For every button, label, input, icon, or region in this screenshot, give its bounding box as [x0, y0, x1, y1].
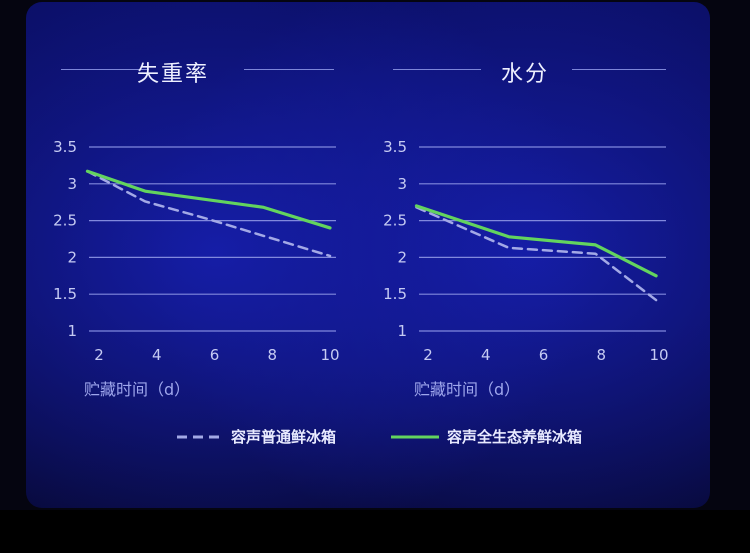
x-tick-label: 8 — [596, 346, 606, 364]
y-tick-label: 2 — [67, 248, 77, 266]
y-tick-label: 2 — [397, 248, 407, 266]
y-tick-label: 1 — [67, 322, 77, 340]
x-tick-label: 8 — [267, 346, 277, 364]
x-tick-label: 2 — [94, 346, 104, 364]
legend-item-eco: 容声全生态养鲜冰箱 — [391, 426, 582, 447]
legend-label-eco: 容声全生态养鲜冰箱 — [447, 428, 583, 446]
x-tick-label: 6 — [210, 346, 220, 364]
series-line-eco — [85, 169, 332, 230]
chart-title: 失重率 — [136, 62, 209, 87]
legend-label-standard: 容声普通鲜冰箱 — [231, 428, 337, 446]
x-axis-label: 贮藏时间（d） — [414, 380, 521, 399]
x-tick-label: 10 — [649, 346, 668, 364]
x-axis-label: 贮藏时间（d） — [84, 380, 191, 399]
moisture-chart: 水分 1 1.5 2 2.5 3 3.5 2 4 6 8 10 贮藏时间（d） — [330, 0, 675, 430]
y-tick-label: 1.5 — [383, 285, 407, 303]
legend-item-standard: 容声普通鲜冰箱 — [177, 426, 336, 447]
y-tick-label: 2.5 — [53, 212, 77, 230]
x-tick-label: 10 — [320, 346, 339, 364]
chart-title: 水分 — [500, 62, 549, 87]
series-line-standard — [86, 170, 332, 258]
x-tick-label: 2 — [423, 346, 433, 364]
series-line-eco — [414, 204, 658, 278]
y-tick-label: 2.5 — [383, 212, 407, 230]
title-rule-left — [61, 69, 149, 70]
x-tick-label: 4 — [481, 346, 491, 364]
y-tick-label: 1.5 — [53, 285, 77, 303]
bottom-shade — [0, 510, 750, 553]
y-tick-label: 3 — [67, 175, 77, 193]
weight-loss-plot: 1 1.5 2 2.5 3 3.5 2 4 6 8 10 — [53, 138, 339, 364]
x-tick-label: 6 — [539, 346, 549, 364]
series-line-standard — [415, 206, 658, 302]
weight-loss-chart: 失重率 1 1.5 2 2.5 3 3.5 2 4 6 8 10 贮藏时间（d） — [0, 0, 345, 430]
dashed-line-swatch — [177, 435, 223, 438]
legend: 容声普通鲜冰箱 容声全生态养鲜冰箱 — [0, 426, 750, 450]
solid-line-swatch — [391, 435, 439, 438]
x-tick-label: 4 — [152, 346, 162, 364]
title-rule-left — [393, 69, 481, 70]
y-tick-label: 3 — [397, 175, 407, 193]
moisture-plot: 1 1.5 2 2.5 3 3.5 2 4 6 8 10 — [383, 138, 668, 364]
y-tick-label: 1 — [397, 322, 407, 340]
y-tick-label: 3.5 — [383, 138, 407, 156]
y-tick-label: 3.5 — [53, 138, 77, 156]
title-rule-right — [244, 69, 334, 70]
title-rule-right — [572, 69, 666, 70]
